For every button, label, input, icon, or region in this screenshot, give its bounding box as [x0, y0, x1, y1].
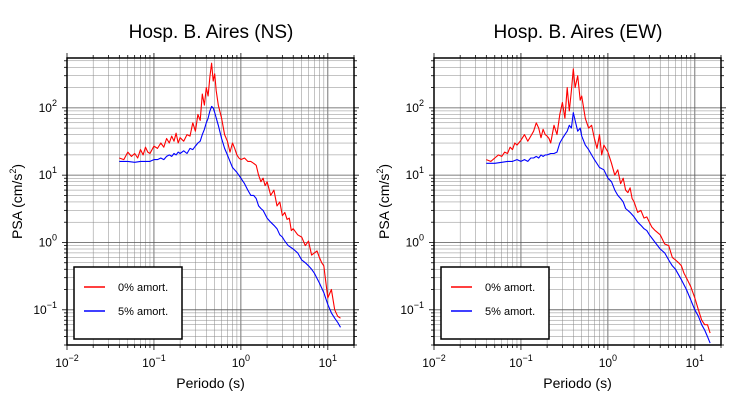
- chart-panel-1: Hosp. B. Aires (NS) 10−2 10−1 100 101 10−1 100…: [8, 22, 359, 391]
- chart-title: Hosp. B. Aires (NS): [129, 22, 294, 43]
- series-line-1: [486, 68, 711, 334]
- legend: 0% amort. 5% amort.: [440, 266, 550, 340]
- series-line-2: [119, 105, 341, 328]
- y-tick-label: 101: [406, 165, 424, 182]
- plot-frame: [433, 57, 722, 346]
- x-axis-label: Periodo (s): [543, 375, 611, 391]
- y-tick-label: 100: [39, 232, 57, 249]
- series-line-1: [119, 62, 341, 319]
- x-tick-label: 100: [232, 353, 250, 370]
- y-tick-label: 10−1: [33, 300, 57, 317]
- x-tick-label: 10−1: [142, 353, 166, 370]
- y-axis-label: PSA (cm/s2): [375, 164, 392, 239]
- legend-box: [440, 266, 550, 340]
- x-tick-label: 10−2: [422, 353, 446, 370]
- plot-frame: [66, 57, 355, 346]
- x-tick-label: 10−1: [509, 353, 533, 370]
- grid: [66, 58, 355, 346]
- y-tick-label: 10−1: [400, 300, 424, 317]
- x-axis-label: Periodo (s): [176, 375, 244, 391]
- x-tick-label: 101: [686, 353, 704, 370]
- legend-box: [73, 266, 183, 340]
- chart-panel-2: Hosp. B. Aires (EW) 10−2 10−1 100 101 10−1 100…: [375, 22, 726, 391]
- y-axis-label: PSA (cm/s2): [8, 164, 25, 239]
- y-tick-label: 102: [39, 98, 57, 115]
- y-tick-label: 100: [406, 232, 424, 249]
- chart-title: Hosp. B. Aires (EW): [494, 22, 663, 43]
- x-tick-label: 10−2: [55, 353, 79, 370]
- x-tick-label: 100: [599, 353, 617, 370]
- legend-label: 0% amort.: [485, 282, 535, 294]
- y-tick-label: 102: [406, 98, 424, 115]
- y-tick-label: 101: [39, 165, 57, 182]
- legend-label: 5% amort.: [118, 306, 168, 318]
- series-line-2: [486, 112, 711, 344]
- legend-label: 0% amort.: [118, 282, 168, 294]
- legend-label: 5% amort.: [485, 306, 535, 318]
- x-tick-label: 101: [319, 353, 337, 370]
- legend: 0% amort. 5% amort.: [73, 266, 183, 340]
